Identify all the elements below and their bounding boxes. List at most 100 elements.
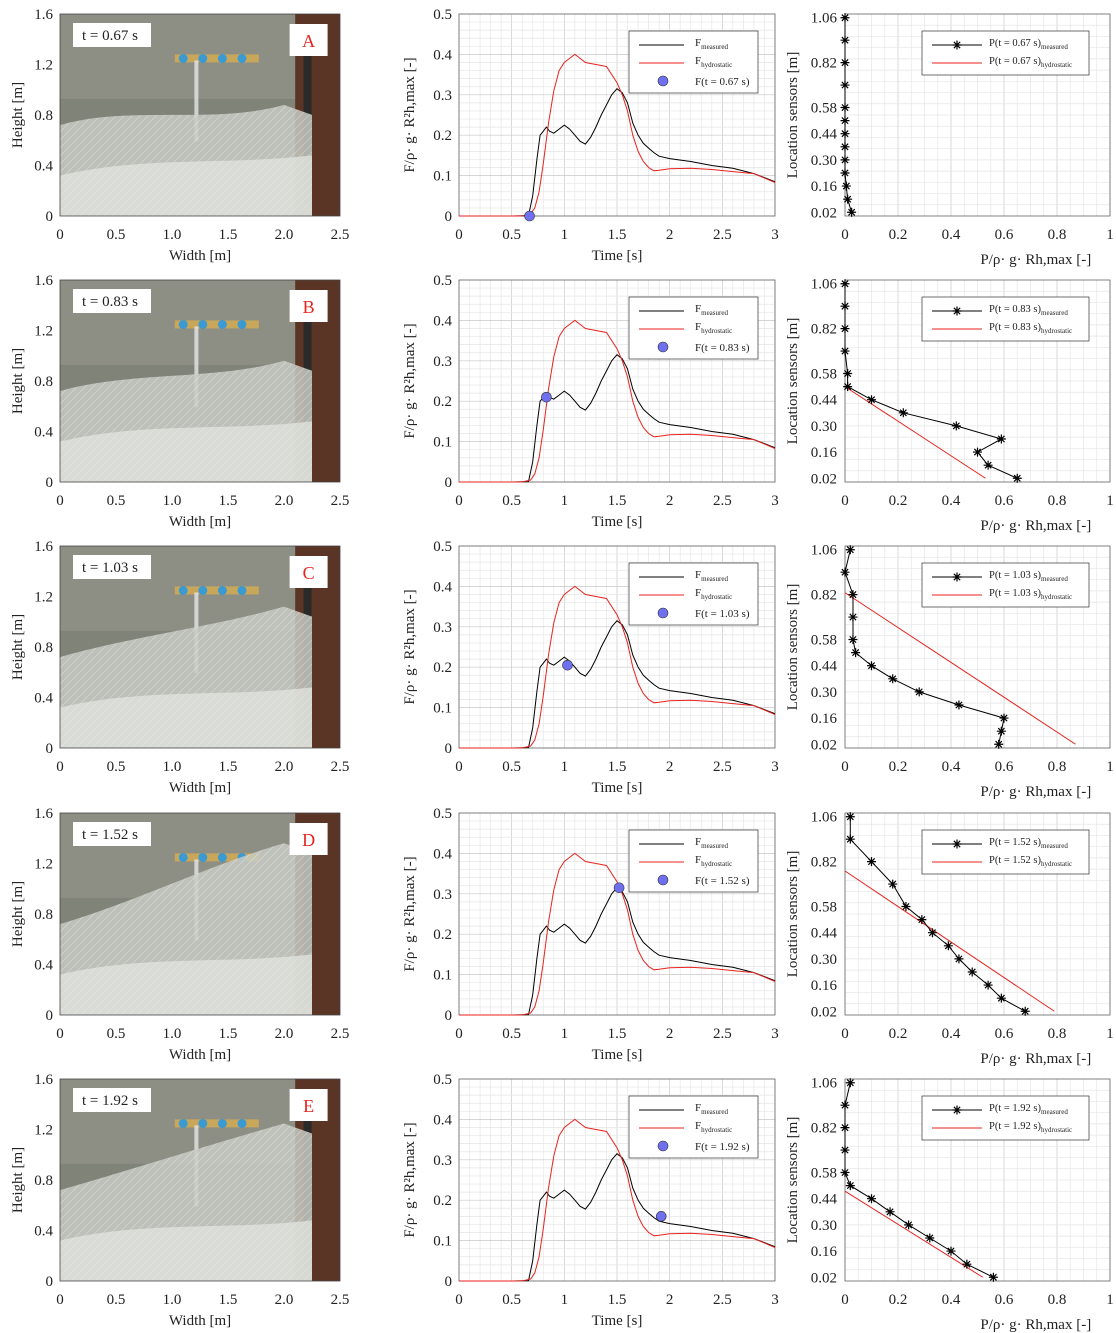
force-measured-line	[459, 88, 776, 217]
photo-xtick-label: 0.5	[107, 1292, 126, 1308]
pressure-xlabel: P/ρ· g· Rh,max [-]	[980, 1051, 1091, 1067]
photo-xtick-label: 1.5	[219, 1292, 238, 1308]
photo-xtick-label: 2.5	[331, 1292, 350, 1308]
force-ylabel: F/ρ· g· R²h,max [-]	[402, 323, 418, 438]
pressure-measured-point	[983, 980, 993, 990]
photo-sensor-dot	[237, 319, 247, 329]
force-xlabel: Time [s]	[592, 1047, 643, 1063]
panel-letter-box	[289, 556, 328, 588]
force-ylabel: F/ρ· g· R²h,max [-]	[402, 589, 418, 704]
force-legend-box	[628, 30, 759, 94]
photo-xtick-label: 1.0	[163, 493, 182, 509]
pressure-measured-point	[840, 116, 850, 126]
force-legend-measured-label: Fmeasured	[695, 1102, 728, 1116]
pressure-xtick-label: 0.2	[889, 493, 908, 509]
legend-main-text: P(t = 0.83 s)	[989, 322, 1042, 333]
photo-xtick-label: 2.5	[331, 227, 350, 243]
force-ytick-label: 0.2	[433, 394, 452, 410]
photo-xlabel: Width [m]	[169, 1047, 231, 1063]
pressure-ytick-label: 1.06	[811, 810, 838, 826]
pressure-ytick-label: 0.30	[811, 153, 837, 169]
photo-xtick-label: 2.0	[275, 227, 294, 243]
panel-letter-box	[289, 1089, 328, 1121]
legend-subscript: measured	[701, 1108, 728, 1116]
pressure-measured-point	[840, 346, 850, 356]
pressure-legend-measured-label: P(t = 1.03 s)measured	[989, 570, 1068, 583]
pressure-panel: 0 0.2 0.4 0.6 0.8 1 0.02 0.16 0.30 0.44 0.58 0.82 1.…	[785, 810, 1114, 1067]
force-ylabel: F/ρ· g· R²h,max [-]	[402, 856, 418, 971]
legend-subscript: hydrostatic	[1041, 593, 1072, 601]
force-marker-point	[541, 391, 552, 403]
pressure-measured-point	[845, 834, 855, 844]
row-d: t = 1.52 s D 0 0.5 1.0 1.5 2.0 2.5 0 0.4 0.8 1.2 1.6…	[10, 806, 1114, 1067]
pressure-measured-point	[867, 1194, 876, 1204]
pressure-ytick-label: 0.16	[811, 1244, 838, 1260]
legend-main-text: P(t = 1.92 s)	[989, 1103, 1042, 1114]
photo-sensor-pole	[194, 60, 199, 142]
pressure-measured-point	[898, 408, 908, 418]
pressure-measured-point	[917, 915, 927, 925]
photo-xtick-label: 2.0	[275, 493, 294, 509]
force-xtick-label: 2	[666, 493, 674, 509]
photo-xtick-label: 1.0	[163, 759, 182, 775]
photo-ytick-label: 1.2	[34, 590, 53, 606]
pressure-measured-point	[962, 1259, 972, 1269]
legend-subscript: hydrostatic	[1041, 860, 1072, 868]
pressure-measured-point	[927, 928, 937, 938]
photo-xtick-label: 1.5	[219, 759, 238, 775]
pressure-xtick-label: 0.4	[942, 493, 961, 509]
pressure-xtick-label: 1	[1106, 759, 1114, 775]
legend-subscript: hydrostatic	[701, 860, 732, 868]
force-ytick-label: 0.1	[433, 435, 452, 451]
photo-xlabel: Width [m]	[169, 780, 231, 796]
photo-ytick-label: 0.4	[34, 958, 53, 974]
photo-xtick-label: 2.0	[275, 759, 294, 775]
pressure-legend-star-swatch	[952, 40, 962, 50]
time-label-box	[73, 555, 151, 579]
photo-frame	[59, 545, 341, 749]
pressure-measured-point	[843, 369, 853, 379]
pressure-ytick-label: 0.82	[811, 56, 837, 72]
force-xtick-label: 3	[771, 1026, 779, 1042]
force-xtick-label: 1	[561, 1292, 569, 1308]
photo-sensor-bar	[174, 320, 259, 329]
photo-sensor-dot	[178, 53, 188, 63]
panel-letter: A	[302, 31, 315, 51]
photo-panel: t = 1.52 s D 0 0.5 1.0 1.5 2.0 2.5 0 0.4 0.8 1.2 1.6…	[10, 806, 349, 1063]
photo-sensor-bar	[174, 853, 259, 862]
photo-ylabel: Height [m]	[10, 82, 26, 148]
pressure-ylabel: Location sensors [m]	[785, 52, 801, 179]
pressure-xtick-label: 0.4	[942, 759, 961, 775]
force-ytick-label: 0.3	[433, 620, 452, 636]
force-legend-box	[628, 296, 759, 360]
legend-subscript: hydrostatic	[1041, 1126, 1072, 1134]
pressure-ytick-label: 1.06	[811, 277, 838, 293]
photo-xlabel: Width [m]	[169, 248, 231, 264]
pressure-measured-point	[867, 857, 876, 867]
pressure-ytick-label: 0.82	[811, 322, 837, 338]
photo-sensor-dot	[178, 585, 188, 595]
time-label-box	[73, 289, 151, 313]
pressure-ytick-label: 0.02	[811, 1004, 837, 1020]
photo-sensor-dot	[198, 53, 208, 63]
pressure-ytick-label: 0.44	[811, 393, 838, 409]
pressure-measured-point	[840, 103, 850, 113]
legend-main-text: F	[695, 321, 701, 333]
force-legend-measured-label: Fmeasured	[695, 569, 728, 583]
pressure-measured-point	[848, 590, 858, 600]
force-legend-hydro-label: Fhydrostatic	[695, 854, 732, 868]
legend-subscript: measured	[701, 43, 728, 51]
legend-main-text: P(t = 1.92 s)	[989, 1121, 1042, 1132]
photo-xtick-label: 0.5	[107, 759, 126, 775]
row-c: t = 1.03 s C 0 0.5 1.0 1.5 2.0 2.5 0 0.4 0.8 1.2 1.6…	[10, 539, 1114, 800]
pressure-xtick-label: 1	[1106, 493, 1114, 509]
photo-ylabel: Height [m]	[10, 348, 26, 414]
force-xtick-label: 0	[455, 493, 463, 509]
pressure-legend-hydro-label: P(t = 0.67 s)hydrostatic	[989, 56, 1072, 69]
pressure-legend-hydro-label: P(t = 1.03 s)hydrostatic	[989, 588, 1072, 601]
photo-ytick-label: 0	[46, 475, 54, 491]
photo-ytick-label: 0	[46, 209, 54, 225]
pressure-measured-point	[983, 460, 993, 470]
force-xtick-label: 1	[561, 493, 569, 509]
photo-frame	[59, 812, 341, 1016]
